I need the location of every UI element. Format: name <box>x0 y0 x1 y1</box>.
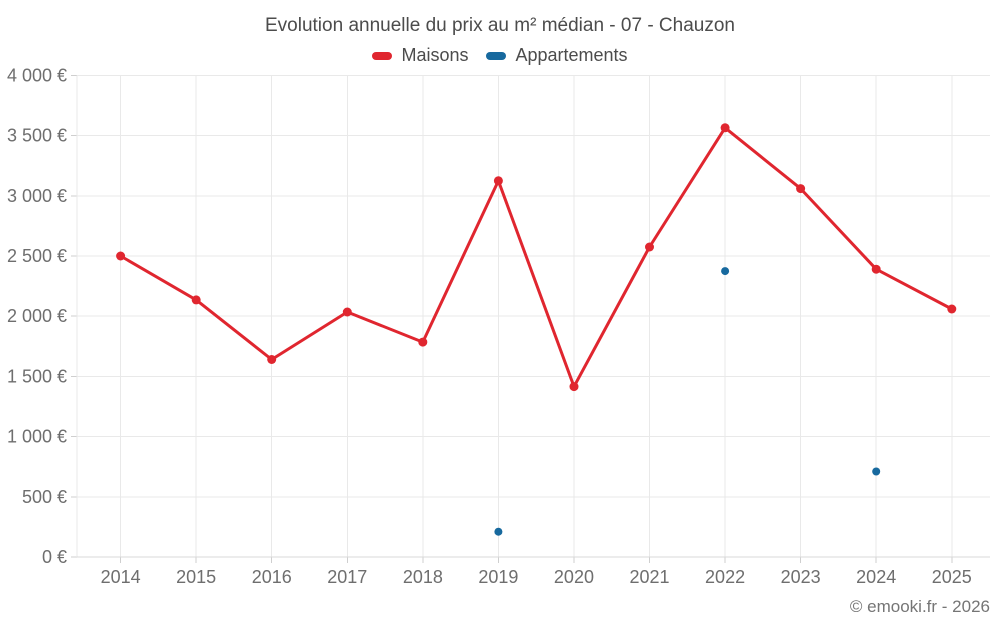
appartements-data-point[interactable] <box>721 267 730 276</box>
maisons-data-point[interactable] <box>720 123 730 133</box>
maisons-data-point[interactable] <box>418 337 428 347</box>
maisons-data-point[interactable] <box>569 382 579 392</box>
legend-item-appartements[interactable]: Appartements <box>486 45 628 66</box>
chart-legend: Maisons Appartements <box>0 45 1000 66</box>
maisons-data-point[interactable] <box>947 304 957 314</box>
appartements-data-point[interactable] <box>872 467 881 476</box>
x-tick-label: 2019 <box>478 567 518 587</box>
x-tick-label: 2015 <box>176 567 216 587</box>
legend-label-appartements: Appartements <box>515 45 628 65</box>
appartements-legend-swatch-icon <box>486 51 507 60</box>
legend-label-maisons: Maisons <box>401 45 469 65</box>
x-tick-label: 2017 <box>327 567 367 587</box>
maisons-data-point[interactable] <box>796 184 806 194</box>
x-tick-label: 2014 <box>101 567 141 587</box>
x-tick-label: 2021 <box>629 567 669 587</box>
maisons-data-point[interactable] <box>342 307 352 317</box>
y-tick-label: 2 000 € <box>7 306 67 326</box>
appartements-data-point[interactable] <box>494 527 503 536</box>
x-tick-label: 2025 <box>932 567 972 587</box>
y-tick-label: 1 500 € <box>7 366 67 386</box>
maisons-legend-swatch-icon <box>372 51 393 60</box>
maisons-data-point[interactable] <box>191 295 201 305</box>
chart-title: Evolution annuelle du prix au m² médian … <box>265 15 735 36</box>
y-tick-label: 1 000 € <box>7 427 67 447</box>
maisons-data-point[interactable] <box>116 251 126 261</box>
x-tick-label: 2023 <box>781 567 821 587</box>
x-tick-label: 2018 <box>403 567 443 587</box>
x-tick-label: 2016 <box>252 567 292 587</box>
maisons-data-point[interactable] <box>267 355 277 364</box>
x-tick-label: 2020 <box>554 567 594 587</box>
x-tick-label: 2024 <box>856 567 896 587</box>
x-tick-label: 2022 <box>705 567 745 587</box>
y-tick-label: 500 € <box>22 487 67 507</box>
y-tick-label: 2 500 € <box>7 246 67 266</box>
copyright-text: © emooki.fr - 2026 <box>849 597 990 616</box>
maisons-data-point[interactable] <box>493 176 503 186</box>
y-tick-label: 3 000 € <box>7 186 67 206</box>
legend-item-maisons[interactable]: Maisons <box>372 45 468 66</box>
maisons-line <box>119 126 954 389</box>
y-tick-label: 3 500 € <box>7 126 67 146</box>
y-tick-label: 0 € <box>42 547 67 567</box>
maisons-data-point[interactable] <box>871 264 881 274</box>
maisons-data-point[interactable] <box>645 242 654 252</box>
y-tick-label: 4 000 € <box>7 65 67 85</box>
